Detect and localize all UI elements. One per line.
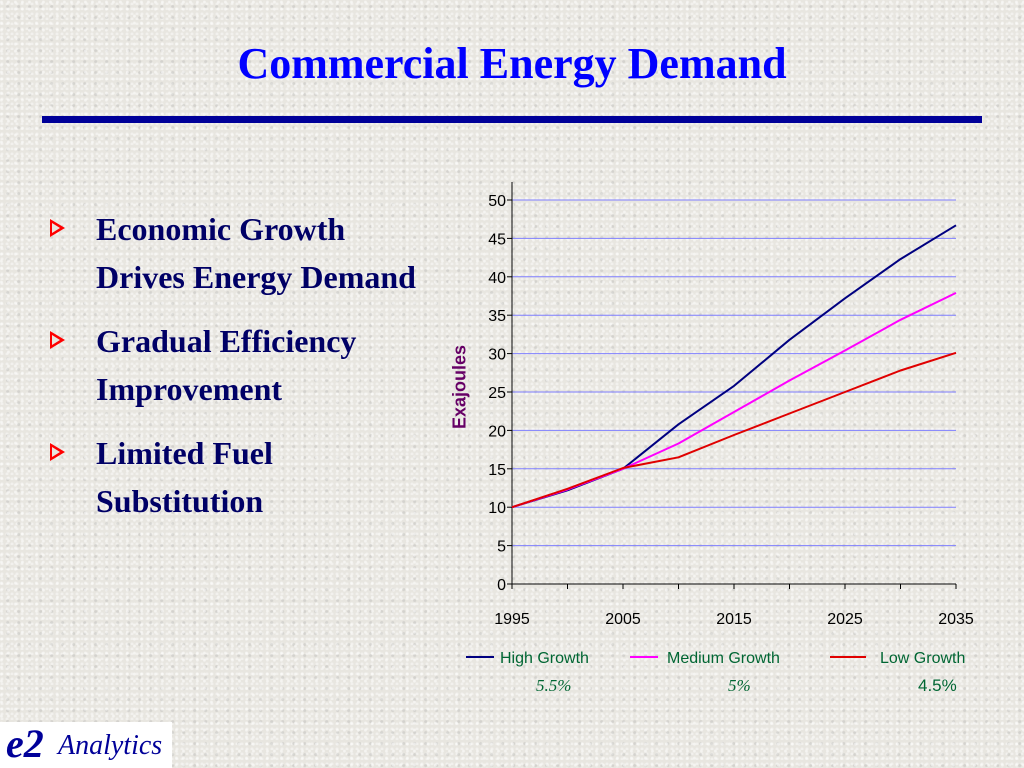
bullet-text: Gradual Efficiency Improvement	[96, 323, 357, 407]
y-tick-label: 20	[488, 423, 506, 440]
y-tick-label: 5	[497, 539, 506, 556]
logo-mark: e2	[6, 721, 44, 766]
x-tick-label: 2015	[716, 611, 752, 628]
chart-legend: High Growth 5.5% Medium Growth 5% Low Gr…	[466, 650, 1006, 700]
arrow-bullet-icon	[50, 443, 65, 461]
legend-swatch	[630, 656, 658, 658]
y-tick-label: 15	[488, 462, 506, 479]
y-tick-label: 25	[488, 385, 506, 402]
legend-label: Low Growth	[880, 650, 966, 667]
legend-label: High Growth	[500, 650, 589, 667]
series-line-high-growth	[511, 224, 957, 509]
legend-rate: 5%	[728, 676, 751, 695]
legend-swatch	[466, 656, 494, 658]
bullet-text: Economic Growth Drives Energy Demand	[96, 211, 416, 295]
legend-rate: 5.5%	[536, 676, 572, 695]
y-tick-label: 0	[497, 577, 506, 594]
arrow-bullet-icon	[50, 331, 65, 349]
company-logo: e2 Analytics	[0, 721, 172, 768]
title-underline	[42, 116, 982, 123]
legend-swatch	[830, 656, 866, 658]
bullet-text: Limited Fuel Substitution	[96, 435, 273, 519]
legend-label: Medium Growth	[667, 650, 780, 667]
bullet-item: Limited Fuel Substitution	[50, 429, 430, 525]
bullet-list: Economic Growth Drives Energy Demand Gra…	[50, 205, 430, 541]
slide-title: Commercial Energy Demand	[237, 39, 787, 88]
x-tick-label: 1995	[494, 611, 530, 628]
legend-rate: 4.5%	[918, 676, 957, 695]
y-tick-label: 45	[488, 231, 506, 248]
series-line-low-growth	[511, 351, 957, 509]
x-tick-label: 2025	[827, 611, 863, 628]
y-tick-label: 40	[488, 270, 506, 287]
bullet-item: Gradual Efficiency Improvement	[50, 317, 430, 413]
logo-text: Analytics	[58, 730, 163, 761]
y-tick-label: 50	[488, 193, 506, 210]
y-tick-label: 30	[488, 347, 506, 364]
arrow-bullet-icon	[50, 219, 65, 237]
y-tick-label: 10	[488, 500, 506, 517]
bullet-item: Economic Growth Drives Energy Demand	[50, 205, 430, 301]
series-line-medium-growth	[511, 292, 957, 509]
x-tick-label: 2005	[605, 611, 641, 628]
y-tick-label: 35	[488, 308, 506, 325]
x-tick-label: 2035	[938, 611, 974, 628]
